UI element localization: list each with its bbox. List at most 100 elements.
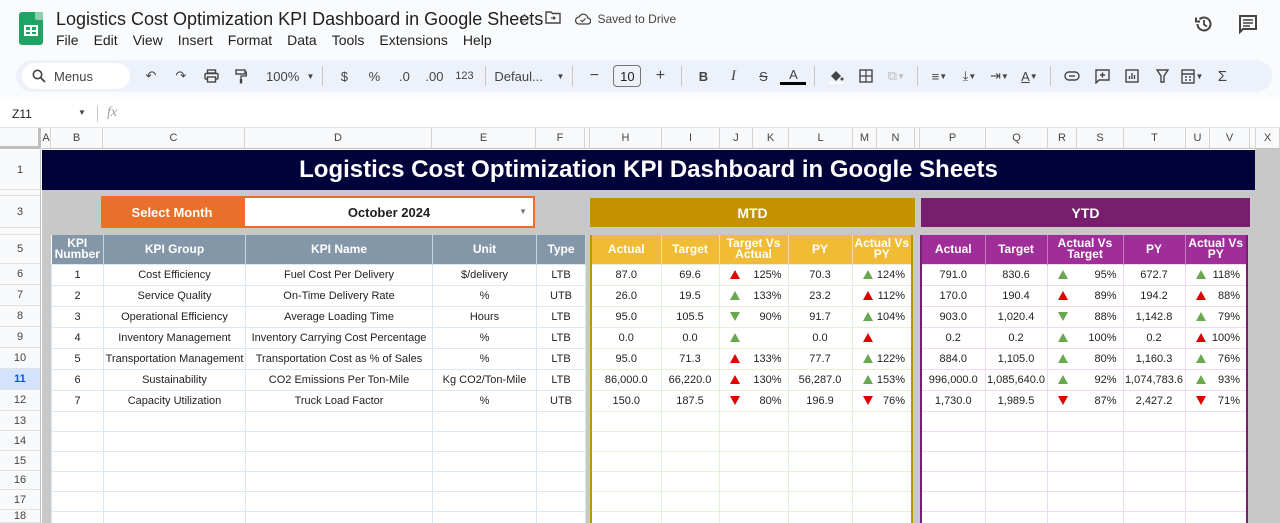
row-header-14[interactable]: 14	[0, 431, 41, 451]
name-box[interactable]: Z11	[12, 107, 32, 121]
empty-cell[interactable]	[432, 450, 537, 472]
unit-cell[interactable]: %	[432, 284, 537, 307]
row-header-10[interactable]: 10	[0, 348, 41, 369]
empty-cell[interactable]	[432, 470, 537, 492]
kpi-group-cell[interactable]: Capacity Utilization	[103, 389, 246, 412]
mtd-target-vs-actual-cell[interactable]: 80%	[718, 389, 789, 412]
ytd-target-cell[interactable]: 190.4	[984, 284, 1048, 307]
row-header-3[interactable]: 3	[0, 196, 41, 228]
ytd-actual-cell[interactable]: 1,730.0	[920, 389, 986, 412]
mtd-py-cell[interactable]: 0.0	[787, 326, 853, 349]
ytd-py-cell[interactable]: 1,074,783.6	[1122, 368, 1186, 391]
column-header-F[interactable]: F	[536, 128, 585, 149]
kpi-group-cell[interactable]: Cost Efficiency	[103, 263, 246, 286]
format-percent-button[interactable]: %	[368, 68, 381, 84]
saved-status[interactable]: Saved to Drive	[575, 12, 676, 26]
empty-cell[interactable]	[660, 510, 720, 523]
row-header-7[interactable]: 7	[0, 285, 41, 306]
insert-comment-icon[interactable]	[1089, 64, 1115, 88]
kpi-number-cell[interactable]: 1	[51, 263, 104, 286]
empty-cell[interactable]	[1046, 490, 1124, 512]
empty-cell[interactable]	[1184, 490, 1248, 512]
undo-icon[interactable]: ↶	[145, 68, 157, 83]
type-cell[interactable]: LTB	[536, 368, 586, 391]
column-header-U[interactable]: U	[1186, 128, 1210, 149]
unit-cell[interactable]: %	[432, 389, 537, 412]
ytd-actual-vs-py-cell[interactable]: 76%	[1184, 347, 1248, 370]
kpi-name-cell[interactable]: CO2 Emissions Per Ton-Mile	[245, 368, 433, 391]
row-header-4[interactable]	[0, 228, 41, 235]
insert-link-icon[interactable]	[1059, 64, 1085, 88]
empty-cell[interactable]	[432, 430, 537, 452]
empty-cell[interactable]	[718, 410, 789, 432]
mtd-target-vs-actual-cell[interactable]: 130%	[718, 368, 789, 391]
empty-cell[interactable]	[851, 510, 913, 523]
mtd-actual-vs-py-cell[interactable]: 76%	[851, 389, 913, 412]
font-select[interactable]: Defaul... ▼	[494, 68, 565, 84]
zoom-select[interactable]: 100% ▼	[266, 68, 315, 84]
column-header-hidden[interactable]	[1250, 128, 1256, 149]
kpi-number-cell[interactable]: 7	[51, 389, 104, 412]
empty-cell[interactable]	[590, 510, 662, 523]
empty-cell[interactable]	[1046, 510, 1124, 523]
ytd-target-cell[interactable]: 830.6	[984, 263, 1048, 286]
empty-cell[interactable]	[787, 450, 853, 472]
ytd-actual-vs-py-cell[interactable]: 88%	[1184, 284, 1248, 307]
fill-color-icon[interactable]	[823, 64, 849, 88]
strikethrough-button[interactable]: S	[759, 68, 768, 84]
ytd-actual-vs-target-cell[interactable]: 100%	[1046, 326, 1124, 349]
mtd-py-cell[interactable]: 23.2	[787, 284, 853, 307]
mtd-target-vs-actual-cell[interactable]: 125%	[718, 263, 789, 286]
column-header-J[interactable]: J	[720, 128, 753, 149]
insert-chart-icon[interactable]	[1119, 64, 1145, 88]
empty-cell[interactable]	[1184, 430, 1248, 452]
empty-cell[interactable]	[103, 430, 246, 452]
star-icon[interactable]: ☆	[518, 11, 532, 28]
empty-cell[interactable]	[718, 470, 789, 492]
empty-cell[interactable]	[984, 490, 1048, 512]
column-header-D[interactable]: D	[245, 128, 432, 149]
empty-cell[interactable]	[51, 430, 104, 452]
ytd-actual-vs-py-cell[interactable]: 118%	[1184, 263, 1248, 286]
kpi-group-cell[interactable]: Inventory Management	[103, 326, 246, 349]
type-cell[interactable]: LTB	[536, 263, 586, 286]
move-folder-icon[interactable]	[545, 10, 562, 28]
empty-cell[interactable]	[590, 470, 662, 492]
row-header-13[interactable]: 13	[0, 411, 41, 431]
text-rotation-icon[interactable]: A ▼	[1021, 68, 1038, 84]
row-header-8[interactable]: 8	[0, 306, 41, 327]
comments-icon[interactable]	[1238, 14, 1258, 40]
empty-cell[interactable]	[536, 430, 586, 452]
empty-cell[interactable]	[103, 470, 246, 492]
empty-cell[interactable]	[920, 490, 986, 512]
empty-cell[interactable]	[660, 470, 720, 492]
select-all-corner[interactable]	[0, 128, 41, 149]
empty-cell[interactable]	[1122, 430, 1186, 452]
ytd-target-cell[interactable]: 1,105.0	[984, 347, 1048, 370]
mtd-actual-cell[interactable]: 150.0	[590, 389, 662, 412]
column-header-C[interactable]: C	[103, 128, 245, 149]
column-header-B[interactable]: B	[51, 128, 103, 149]
empty-cell[interactable]	[718, 490, 789, 512]
empty-cell[interactable]	[851, 490, 913, 512]
mtd-actual-vs-py-cell[interactable]: 124%	[851, 263, 913, 286]
ytd-actual-vs-target-cell[interactable]: 92%	[1046, 368, 1124, 391]
column-header-E[interactable]: E	[432, 128, 536, 149]
empty-cell[interactable]	[984, 410, 1048, 432]
more-formats-button[interactable]: 123	[455, 70, 474, 82]
print-icon[interactable]	[198, 64, 224, 88]
menu-help[interactable]: Help	[462, 32, 492, 48]
empty-cell[interactable]	[245, 450, 433, 472]
menu-tools[interactable]: Tools	[331, 32, 365, 48]
empty-cell[interactable]	[1122, 490, 1186, 512]
merge-cells-icon[interactable]: ⧉ ▼	[887, 68, 906, 83]
row-header-2[interactable]	[0, 190, 41, 196]
menu-extensions[interactable]: Extensions	[379, 32, 448, 48]
mtd-target-vs-actual-cell[interactable]	[718, 326, 789, 349]
kpi-name-cell[interactable]: Inventory Carrying Cost Percentage	[245, 326, 433, 349]
ytd-actual-cell[interactable]: 903.0	[920, 305, 986, 328]
menu-data[interactable]: Data	[287, 32, 317, 48]
borders-icon[interactable]	[853, 64, 879, 88]
mtd-actual-cell[interactable]: 26.0	[590, 284, 662, 307]
mtd-actual-vs-py-cell[interactable]: 112%	[851, 284, 913, 307]
